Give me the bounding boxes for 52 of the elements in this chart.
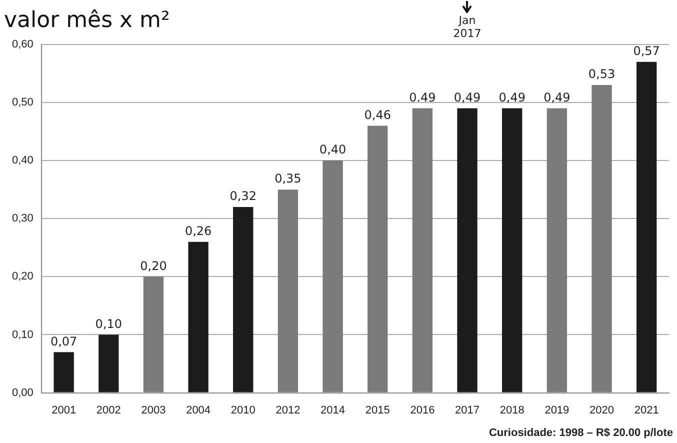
data-label: 0,46 [364,108,391,122]
data-label: 0,07 [50,334,78,348]
y-tick-label: 0,50 [12,96,34,108]
data-label: 0,49 [544,90,570,104]
data-label: 0,32 [230,189,256,204]
bar [368,126,388,392]
x-tick-label: 2002 [96,404,121,416]
data-label: 0,57 [633,44,660,58]
data-label: 0,49 [498,90,526,104]
x-tick-label: 2020 [590,404,614,416]
bar [546,108,568,392]
data-label: 0.49 [409,90,436,104]
bar [98,334,119,392]
x-tick-label: 2019 [544,404,570,416]
data-label: 0,49 [454,90,481,104]
bar [188,242,208,392]
bar [457,108,478,392]
data-label: 0,40 [319,142,346,157]
x-tick-label: 2016 [410,404,435,416]
y-tick-label: 0,60 [12,38,34,50]
y-tick-label: 0,10 [12,328,34,341]
data-label: 0,10 [95,316,122,331]
bar [412,108,433,392]
bar [592,85,612,392]
y-tick-label: 0,40 [12,154,34,167]
bar [143,276,164,392]
text: Curiosidade: 1998 – R$ 20.00 p/lote [488,427,673,439]
x-tick-label: 2003 [141,404,166,416]
x-tick-label: 2017 [455,404,480,416]
bar [502,108,522,392]
data-label: 0,20 [140,258,167,273]
x-tick-label: 2004 [186,404,211,416]
data-label: 0,35 [274,172,302,186]
x-tick-label: 2015 [365,404,390,416]
x-tick-label: 2014 [320,404,346,416]
annotation: Jan 2017 [453,14,482,40]
bar [233,206,254,392]
bar [322,160,343,392]
x-tick-label: 2018 [500,404,524,416]
bar [54,352,74,392]
y-tick-label: 0,00 [12,386,34,399]
bar [636,62,657,392]
data-label: 0,26 [184,224,212,238]
x-tick-label: 2012 [276,404,300,416]
x-tick-label: 2010 [230,404,256,416]
chart-title: valor mês x m² [4,8,170,33]
y-tick-label: 0,30 [12,212,34,225]
bar [278,190,298,392]
y-tick-label: 0,20 [12,270,34,283]
x-tick-label: 2001 [52,404,76,416]
data-label: 0,53 [588,67,616,82]
x-tick-label: 2021 [634,404,659,416]
